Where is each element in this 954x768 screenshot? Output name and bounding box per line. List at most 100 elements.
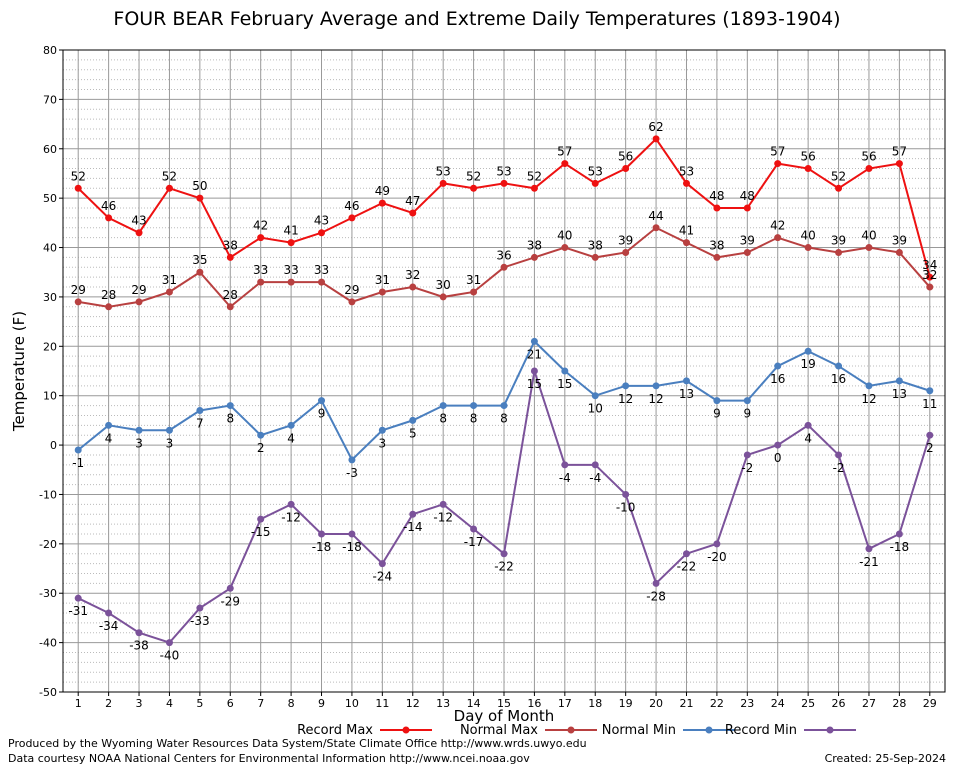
series-record-min: -31-34-38-40-33-29-15-12-18 -18-24-14-12-… xyxy=(68,367,934,663)
y-axis: -50 -40 -30 -20 -10 0 10 20 30 40 50 60 70 80 xyxy=(39,44,63,699)
x-axis-label: Day of Month xyxy=(454,707,555,725)
data-label: 57 xyxy=(892,145,907,159)
data-label: 56 xyxy=(800,150,815,164)
data-point xyxy=(835,451,843,459)
data-point xyxy=(105,609,113,617)
data-label: 40 xyxy=(861,229,876,243)
data-point xyxy=(743,397,751,405)
y-tick-label: 40 xyxy=(43,242,57,255)
y-tick-label: 80 xyxy=(43,44,57,57)
data-point xyxy=(409,209,417,217)
data-label: 9 xyxy=(318,407,326,421)
data-point xyxy=(378,560,386,568)
data-label: -31 xyxy=(68,604,88,618)
data-point xyxy=(895,377,903,385)
data-point xyxy=(926,431,934,439)
data-point xyxy=(74,298,82,306)
data-point xyxy=(591,253,599,261)
legend-item: Record Max xyxy=(297,723,432,738)
data-label: -22 xyxy=(677,560,697,574)
x-tick-label: 9 xyxy=(318,697,325,710)
data-point xyxy=(348,214,356,222)
data-point xyxy=(652,382,660,390)
data-label: 29 xyxy=(71,283,86,297)
data-point xyxy=(409,510,417,518)
data-label: 31 xyxy=(375,273,390,287)
data-point xyxy=(530,337,538,345)
data-label: 16 xyxy=(831,372,846,386)
data-point xyxy=(409,416,417,424)
data-label: 53 xyxy=(679,164,694,178)
data-point xyxy=(135,629,143,637)
data-point xyxy=(774,441,782,449)
x-tick-label: 4 xyxy=(166,697,173,710)
data-label: -38 xyxy=(129,639,149,653)
data-label: 28 xyxy=(101,288,116,302)
data-label: -24 xyxy=(373,570,393,584)
data-point xyxy=(105,214,113,222)
data-label: 32 xyxy=(405,268,420,282)
data-label: -34 xyxy=(99,619,119,633)
x-tick-label: 24 xyxy=(771,697,785,710)
y-tick-label: -50 xyxy=(39,686,57,699)
data-label: 21 xyxy=(527,347,542,361)
data-label: -18 xyxy=(312,540,332,554)
data-label: 62 xyxy=(648,120,663,134)
data-point xyxy=(470,402,478,410)
data-label: 57 xyxy=(557,145,572,159)
data-label: 28 xyxy=(223,288,238,302)
y-tick-label: -20 xyxy=(39,538,57,551)
x-tick-label: 16 xyxy=(527,697,541,710)
x-tick-label: 27 xyxy=(862,697,876,710)
data-label: 35 xyxy=(192,253,207,267)
data-point xyxy=(470,525,478,533)
data-point xyxy=(257,278,265,286)
data-point xyxy=(591,179,599,187)
x-tick-label: 26 xyxy=(832,697,846,710)
data-point xyxy=(652,135,660,143)
data-label: -21 xyxy=(859,555,879,569)
data-point xyxy=(804,421,812,429)
data-point xyxy=(165,288,173,296)
data-point xyxy=(500,263,508,271)
data-point xyxy=(835,362,843,370)
data-point xyxy=(743,248,751,256)
data-label: 2 xyxy=(926,441,934,455)
data-label: 41 xyxy=(679,224,694,238)
legend-item: Record Min xyxy=(725,723,856,738)
data-label: 31 xyxy=(162,273,177,287)
data-label: 2 xyxy=(257,441,265,455)
x-tick-label: 22 xyxy=(710,697,724,710)
data-label: 29 xyxy=(131,283,146,297)
data-label: 38 xyxy=(223,238,238,252)
data-point xyxy=(226,253,234,261)
data-point xyxy=(743,451,751,459)
data-point xyxy=(439,402,447,410)
y-tick-label: 70 xyxy=(43,93,57,106)
data-point xyxy=(835,184,843,192)
data-label: 46 xyxy=(101,199,116,213)
data-point xyxy=(865,382,873,390)
data-label: 19 xyxy=(800,357,815,371)
data-point xyxy=(774,362,782,370)
data-label: 52 xyxy=(831,169,846,183)
data-label: 38 xyxy=(588,238,603,252)
data-point xyxy=(318,229,326,237)
data-label: 10 xyxy=(588,402,603,416)
data-point xyxy=(287,239,295,247)
data-point xyxy=(682,239,690,247)
data-label: 29 xyxy=(344,283,359,297)
data-point xyxy=(165,184,173,192)
data-point xyxy=(682,179,690,187)
footer-credit-1: Produced by the Wyoming Water Resources … xyxy=(8,737,587,750)
data-label: 4 xyxy=(105,431,113,445)
data-point xyxy=(257,431,265,439)
data-label: -10 xyxy=(616,500,636,514)
data-point xyxy=(804,165,812,173)
data-label: 33 xyxy=(253,263,268,277)
data-label: 8 xyxy=(226,412,234,426)
data-label: 12 xyxy=(648,392,663,406)
legend-label: Normal Min xyxy=(602,723,676,738)
data-label: 4 xyxy=(287,431,295,445)
data-label: -20 xyxy=(707,550,727,564)
